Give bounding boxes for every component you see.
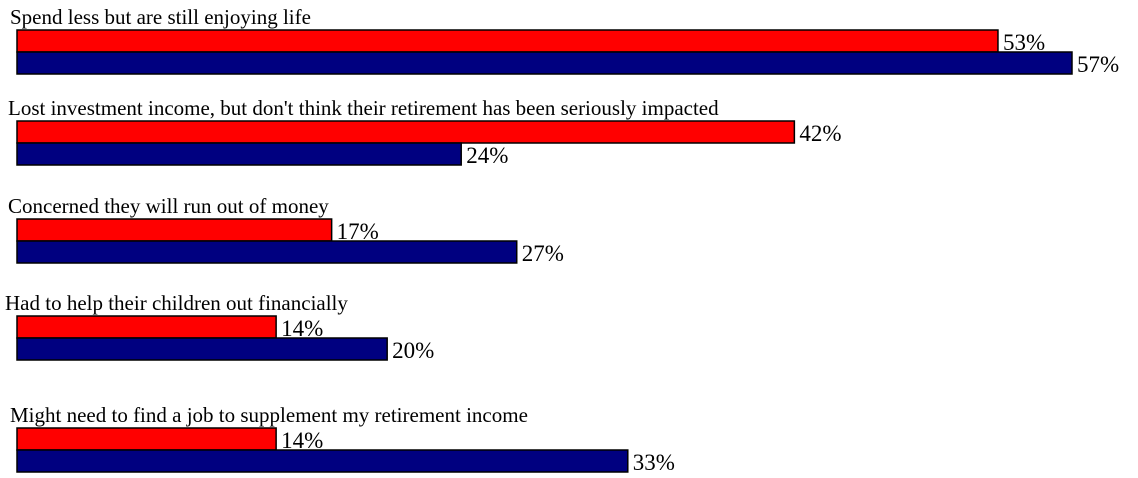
value-label: 53% [1003,30,1045,55]
bar-navy [16,337,388,361]
bar-navy [16,449,629,473]
value-label: 33% [633,450,675,475]
value-label: 17% [337,219,379,244]
category-group: Had to help their children out financial… [5,291,434,363]
category-label: Might need to find a job to supplement m… [10,403,528,427]
bar-navy [16,240,518,264]
value-label: 24% [466,143,508,168]
value-label: 57% [1077,52,1119,77]
bar-red [16,120,796,144]
category-label: Concerned they will run out of money [8,194,329,218]
bar-navy [16,142,462,166]
category-group: Might need to find a job to supplement m… [10,403,675,475]
category-group: Lost investment income, but don't think … [8,96,842,168]
category-group: Concerned they will run out of money 17% 2… [8,194,564,266]
value-label: 20% [392,338,434,363]
value-label: 27% [522,241,564,266]
category-label: Had to help their children out financial… [5,291,348,315]
bar-red [16,29,999,53]
value-label: 14% [281,428,323,453]
value-label: 42% [799,121,841,146]
value-label: 14% [281,316,323,341]
category-group: Spend less but are still enjoying life 53… [10,5,1119,77]
bar-red [16,427,277,451]
bar-red [16,218,333,242]
category-label: Spend less but are still enjoying life [10,5,311,29]
bar-navy [16,51,1073,75]
bar-red [16,315,277,339]
category-label: Lost investment income, but don't think … [8,96,719,120]
